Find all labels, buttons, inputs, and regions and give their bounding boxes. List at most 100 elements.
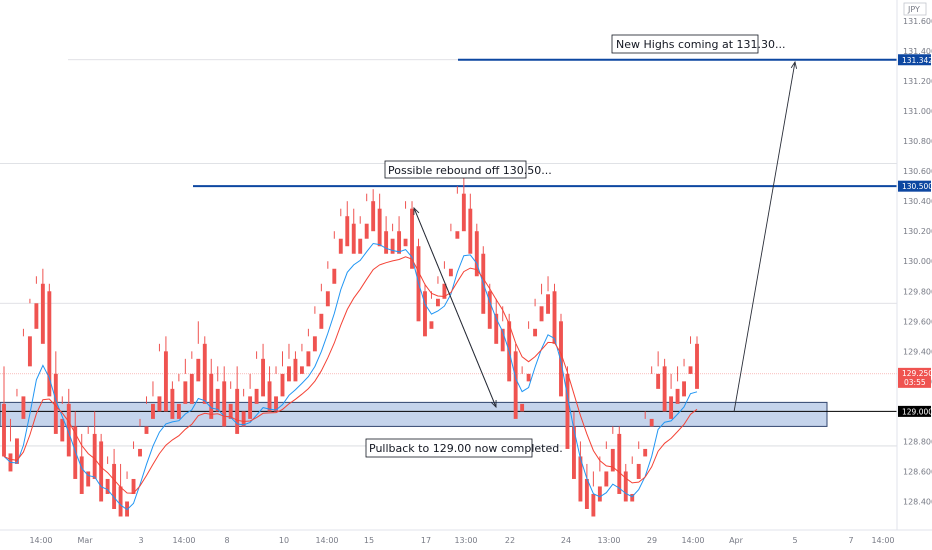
time-tick: 15 (364, 536, 374, 545)
annotation-new-highs[interactable]: New Highs coming at 131.30... (611, 34, 786, 54)
annotation-pullback[interactable]: Pullback to 129.00 now completed. (365, 438, 563, 458)
candle-body (468, 208, 473, 254)
candle-body (435, 298, 440, 307)
candle-body (423, 291, 427, 337)
candle-body (429, 321, 434, 329)
annotation-rebound[interactable]: Possible rebound off 130.50... (384, 160, 552, 179)
candle-body (151, 403, 155, 419)
time-tick: Mar (77, 536, 93, 545)
candle-body (79, 456, 84, 494)
candle-body (73, 426, 78, 479)
support-zone (0, 401, 828, 427)
candle-body (643, 448, 648, 457)
candle-body (99, 441, 104, 502)
price-tick: 130.000 (903, 257, 932, 266)
time-tick: 14:00 (681, 536, 704, 545)
time-tick: 17 (421, 536, 431, 545)
candle-body (209, 373, 214, 419)
candle-body (170, 388, 175, 419)
candle-body (2, 403, 6, 457)
candle-body (584, 478, 589, 509)
candle-body (293, 358, 298, 382)
candle-body (202, 343, 207, 404)
arrow-line (733, 61, 796, 413)
candle-body (513, 351, 518, 419)
candle-body (630, 493, 635, 502)
candle-body (461, 193, 466, 232)
candle-body (455, 231, 460, 239)
svg-text:Possible rebound off 130.50...: Possible rebound off 130.50... (388, 164, 552, 177)
candle-body (66, 403, 71, 457)
candle-body (176, 403, 181, 419)
time-tick: 14:00 (172, 536, 195, 545)
price-tick: 128.800 (903, 437, 932, 446)
candle-body (500, 328, 505, 352)
candle-body (572, 426, 576, 479)
candle-body (364, 223, 369, 239)
svg-text:New Highs coming at 131.30...: New Highs coming at 131.30... (616, 38, 786, 51)
price-tick: 129.600 (903, 317, 932, 326)
candle-body (112, 463, 117, 509)
price-tick: 131.400 (903, 47, 932, 56)
candle-body (669, 396, 674, 419)
candle-body (131, 478, 136, 494)
price-tick: 131.000 (903, 107, 932, 116)
price-axis[interactable] (897, 0, 932, 550)
candle-body (559, 321, 563, 397)
candle-body (682, 381, 686, 397)
time-tick: 10 (279, 536, 289, 545)
arrow-head (790, 60, 798, 69)
arrow-line (413, 207, 497, 408)
candle-body (610, 448, 615, 472)
candle-body (688, 366, 693, 374)
candle-body (53, 373, 58, 434)
time-tick: Apr (729, 536, 744, 545)
candle-body (183, 381, 188, 404)
candle-body (345, 216, 350, 247)
candle-body (448, 268, 453, 277)
candle-body (358, 238, 363, 254)
candle-body (494, 313, 499, 344)
candle-body (351, 223, 356, 254)
candle-body (287, 366, 291, 382)
time-tick: 29 (647, 536, 657, 545)
candle-body (649, 418, 654, 427)
candle-body (325, 291, 330, 307)
candle-body (157, 396, 162, 412)
candle-body (662, 366, 667, 412)
candle-body (235, 388, 240, 434)
price-tick: 129.400 (903, 347, 932, 356)
label-resistance: 130.500 (898, 180, 932, 192)
candle-body (695, 343, 699, 389)
candle-body (533, 328, 538, 337)
label-support: 129.000 (898, 405, 932, 417)
candle-body (15, 438, 19, 464)
price-tick: 131.200 (903, 77, 932, 86)
candle-body (299, 366, 304, 374)
candle-body (105, 478, 110, 494)
candle-body (552, 291, 557, 344)
candle-body (27, 336, 32, 367)
time-tick: 13:00 (597, 536, 620, 545)
candle-body (248, 396, 253, 419)
time-tick: 8 (224, 536, 229, 545)
candle-body (656, 373, 661, 389)
candles (2, 168, 699, 517)
price-tick: 130.800 (903, 137, 932, 146)
price-tick: 128.400 (903, 497, 932, 506)
candle-body (222, 381, 227, 427)
candle-body (578, 456, 583, 502)
candle-body (118, 486, 123, 517)
price-tick: 130.200 (903, 227, 932, 236)
candle-body (539, 306, 544, 322)
candle-body (40, 283, 45, 344)
candle-body (34, 303, 39, 329)
candle-body (189, 373, 194, 404)
candle-body (526, 373, 531, 382)
candle-body (410, 208, 414, 269)
candle-body (163, 351, 168, 412)
candle-body (280, 373, 285, 397)
candle-body (390, 238, 395, 254)
candle-body (312, 336, 317, 352)
